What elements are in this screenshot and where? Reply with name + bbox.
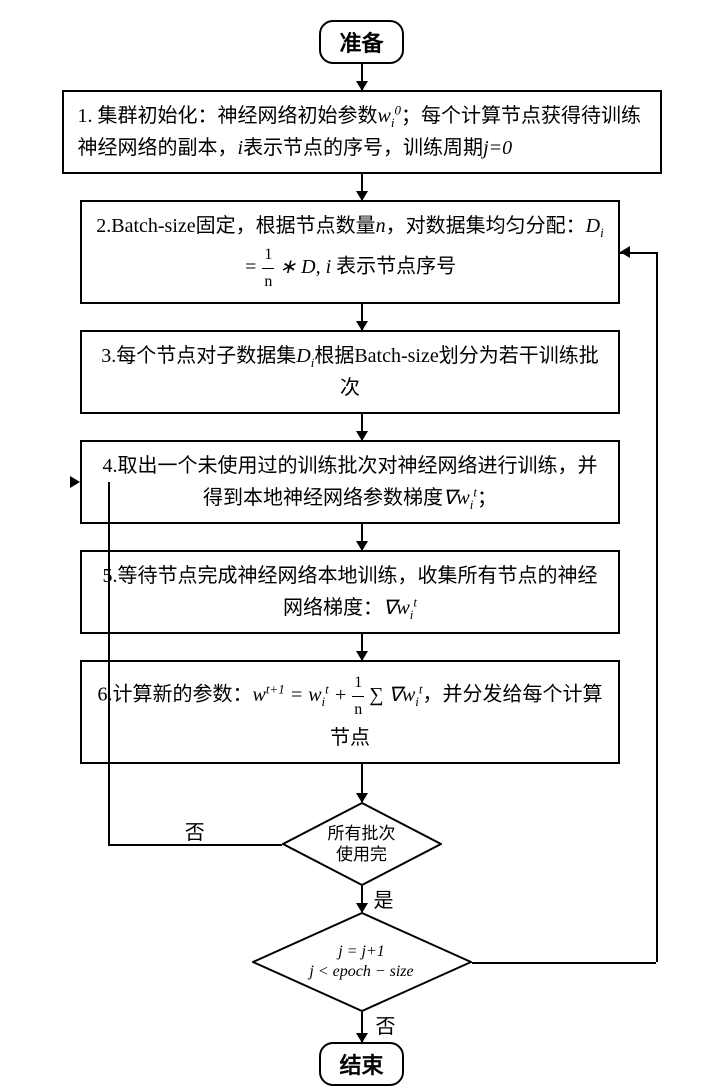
start-terminator: 准备 [319,20,403,64]
step-2-nvar: n [376,215,386,237]
step-6-prefix: 6.计算新的参数： [97,684,252,706]
step-1-suffix2: 表示节点的序号，训练周期 [243,137,483,159]
step-4-box: 4.取出一个未使用过的训练批次对神经网络进行训练，并得到本地神经网络参数梯度∇w… [80,440,620,524]
decision-epoch-label: j = j+1 j < epoch − size [252,912,472,1012]
step-2-suffix: 表示节点序号 [336,256,456,278]
step-1-prefix: 1. 集群初始化：神经网络初始参数 [78,105,378,127]
step-1-math: wi0 [378,105,401,127]
step-2-prefix: 2.Batch-size固定，根据节点数量 [96,215,375,237]
step-4-grad: ∇wit [443,487,477,509]
arrow-s5-s6 [361,634,363,660]
edge-label-no-1: 否 [185,816,205,845]
edge-label-no-2: 否 [376,1010,396,1039]
arrow-start-s1 [361,64,363,90]
step-5-prefix: 5.等待节点完成神经网络本地训练，收集所有节点的神经网络梯度： [103,565,598,619]
edge-label-yes-1: 是 [374,884,394,913]
step-3-Dvar: Di [296,345,314,367]
step-5-grad: ∇wit [383,597,417,619]
arrow-d2-end [361,1012,363,1042]
arrow-d1-d2 [361,886,363,912]
arrow-s2-s3 [361,304,363,330]
flowchart-diagram: 准备 1. 集群初始化：神经网络初始参数wi0；每个计算节点获得待训练神经网络的… [50,20,673,1086]
step-5-box: 5.等待节点完成神经网络本地训练，收集所有节点的神经网络梯度：∇wit [80,550,620,634]
step-2-mid: ，对数据集均匀分配： [386,215,586,237]
decision-batches-label: 所有批次使用完 [282,802,442,886]
step-3-prefix: 3.每个节点对子数据集 [101,345,296,367]
decision-batches-diamond: 所有批次使用完 [282,802,442,886]
end-terminator: 结束 [319,1042,403,1086]
step-4-suffix: ； [477,487,497,509]
arrow-s1-s2 [361,174,363,200]
start-terminator-wrap: 准备 [50,20,673,64]
arrow-s3-s4 [361,414,363,440]
step-3-suffix: 根据Batch-size划分为若干训练批次 [314,345,598,399]
step-3-box: 3.每个节点对子数据集Di根据Batch-size划分为若干训练批次 [80,330,620,414]
decision-epoch-diamond: j = j+1 j < epoch − size [252,912,472,1012]
step-6-eq: wt+1 = wit + 1n ∑ ∇wit [252,684,422,706]
step-1-jvar: j=0 [483,137,512,159]
step-6-box: 6.计算新的参数：wt+1 = wit + 1n ∑ ∇wit，并分发给每个计算… [80,660,620,764]
end-terminator-wrap: 结束 [50,1042,673,1086]
step-1-box: 1. 集群初始化：神经网络初始参数wi0；每个计算节点获得待训练神经网络的副本，… [62,90,662,174]
arrow-s4-s5 [361,524,363,550]
arrow-s6-d1 [361,764,363,802]
step-2-box: 2.Batch-size固定，根据节点数量n，对数据集均匀分配：Di = 1n … [80,200,620,304]
step-4-prefix: 4.取出一个未使用过的训练批次对神经网络进行训练，并得到本地神经网络参数梯度 [103,455,598,509]
